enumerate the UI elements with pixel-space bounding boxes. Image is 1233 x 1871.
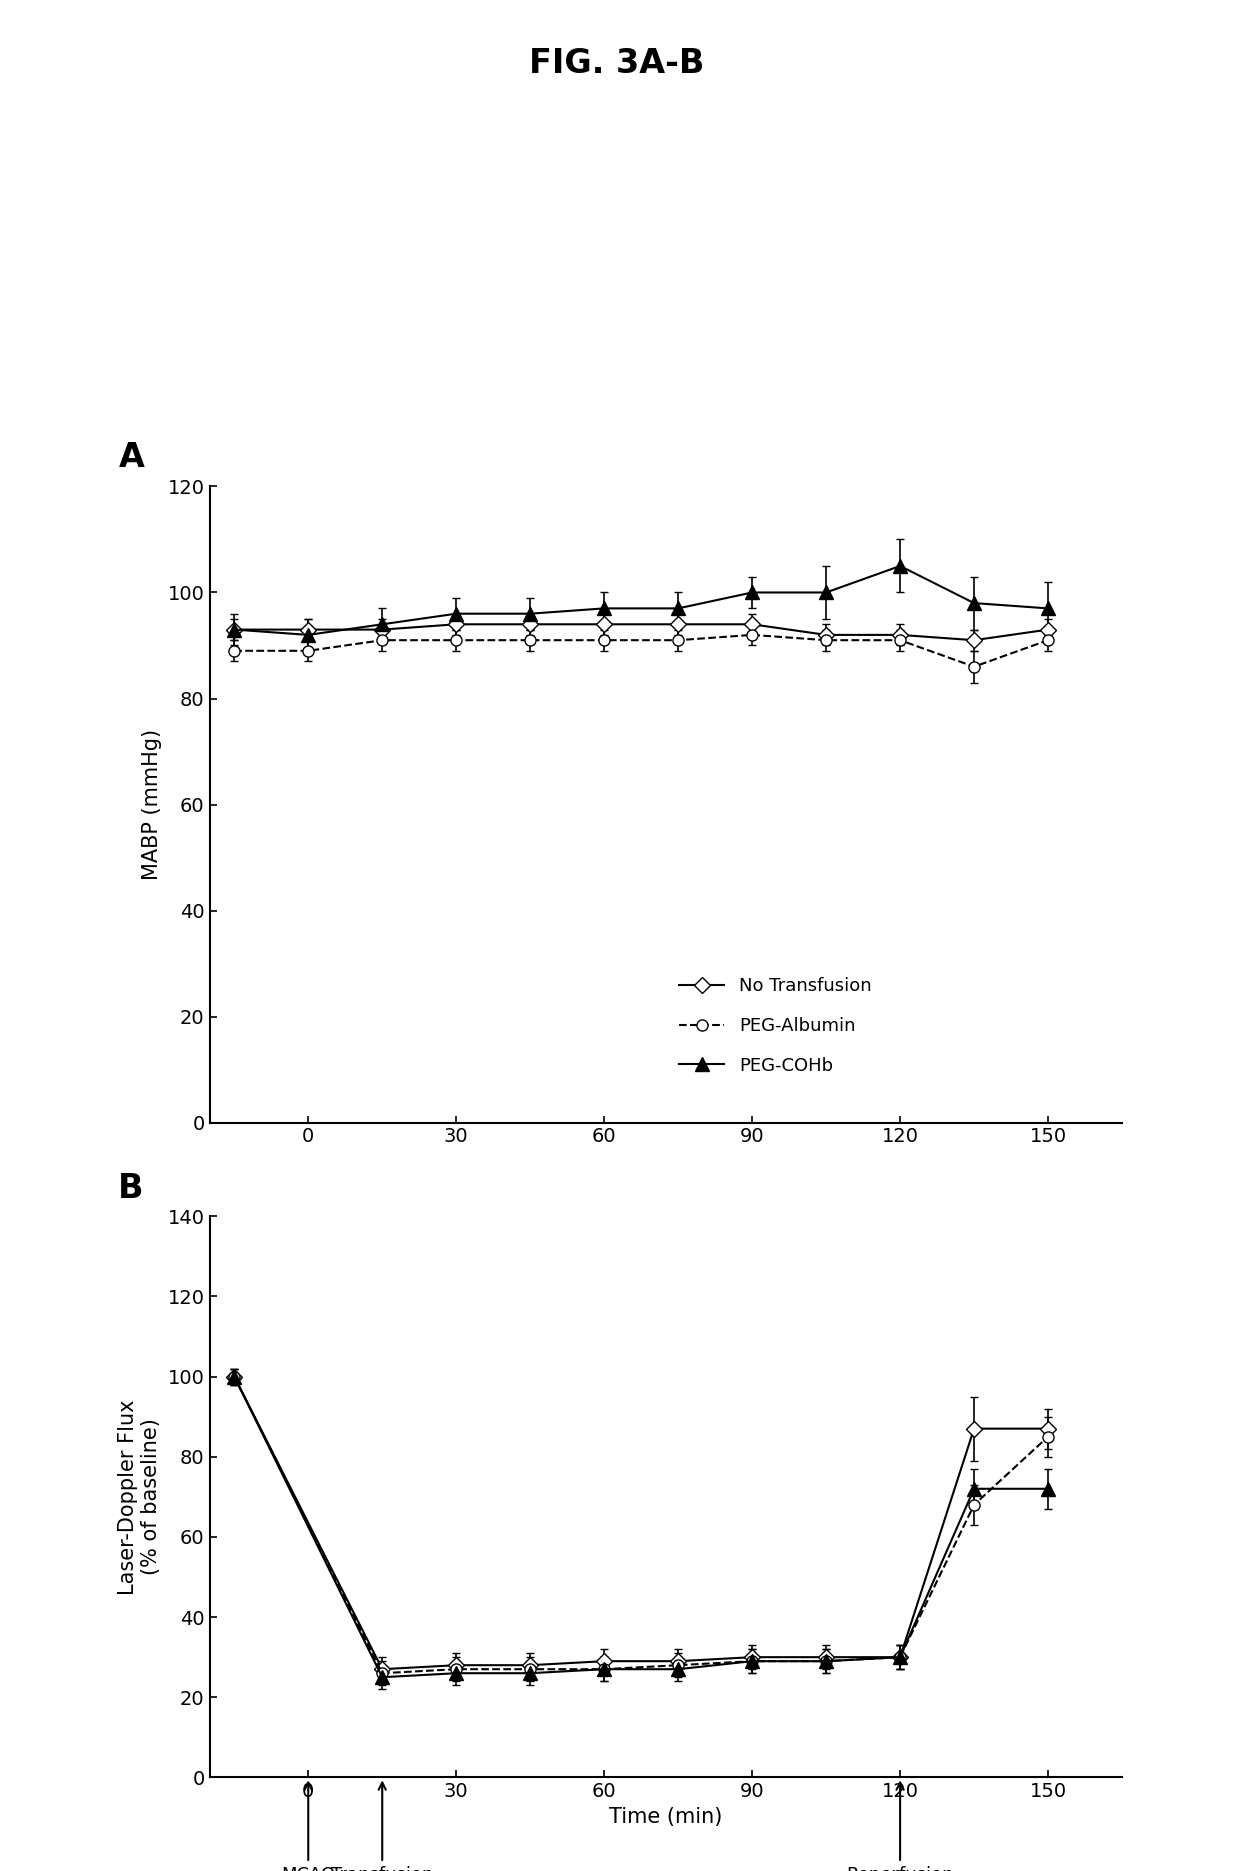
Text: A: A: [118, 442, 144, 473]
Text: Reperfusion: Reperfusion: [846, 1783, 954, 1871]
Text: B: B: [118, 1171, 144, 1205]
Text: MCAO: MCAO: [281, 1783, 335, 1871]
Y-axis label: Laser-Doppler Flux
(% of baseline): Laser-Doppler Flux (% of baseline): [117, 1400, 160, 1594]
Text: Transfusion: Transfusion: [330, 1783, 434, 1871]
Text: FIG. 3A-B: FIG. 3A-B: [529, 47, 704, 80]
X-axis label: Time (min): Time (min): [609, 1807, 723, 1826]
Legend: No Transfusion, PEG-Albumin, PEG-COHb: No Transfusion, PEG-Albumin, PEG-COHb: [672, 969, 879, 1081]
Y-axis label: MABP (mmHg): MABP (mmHg): [142, 730, 163, 879]
